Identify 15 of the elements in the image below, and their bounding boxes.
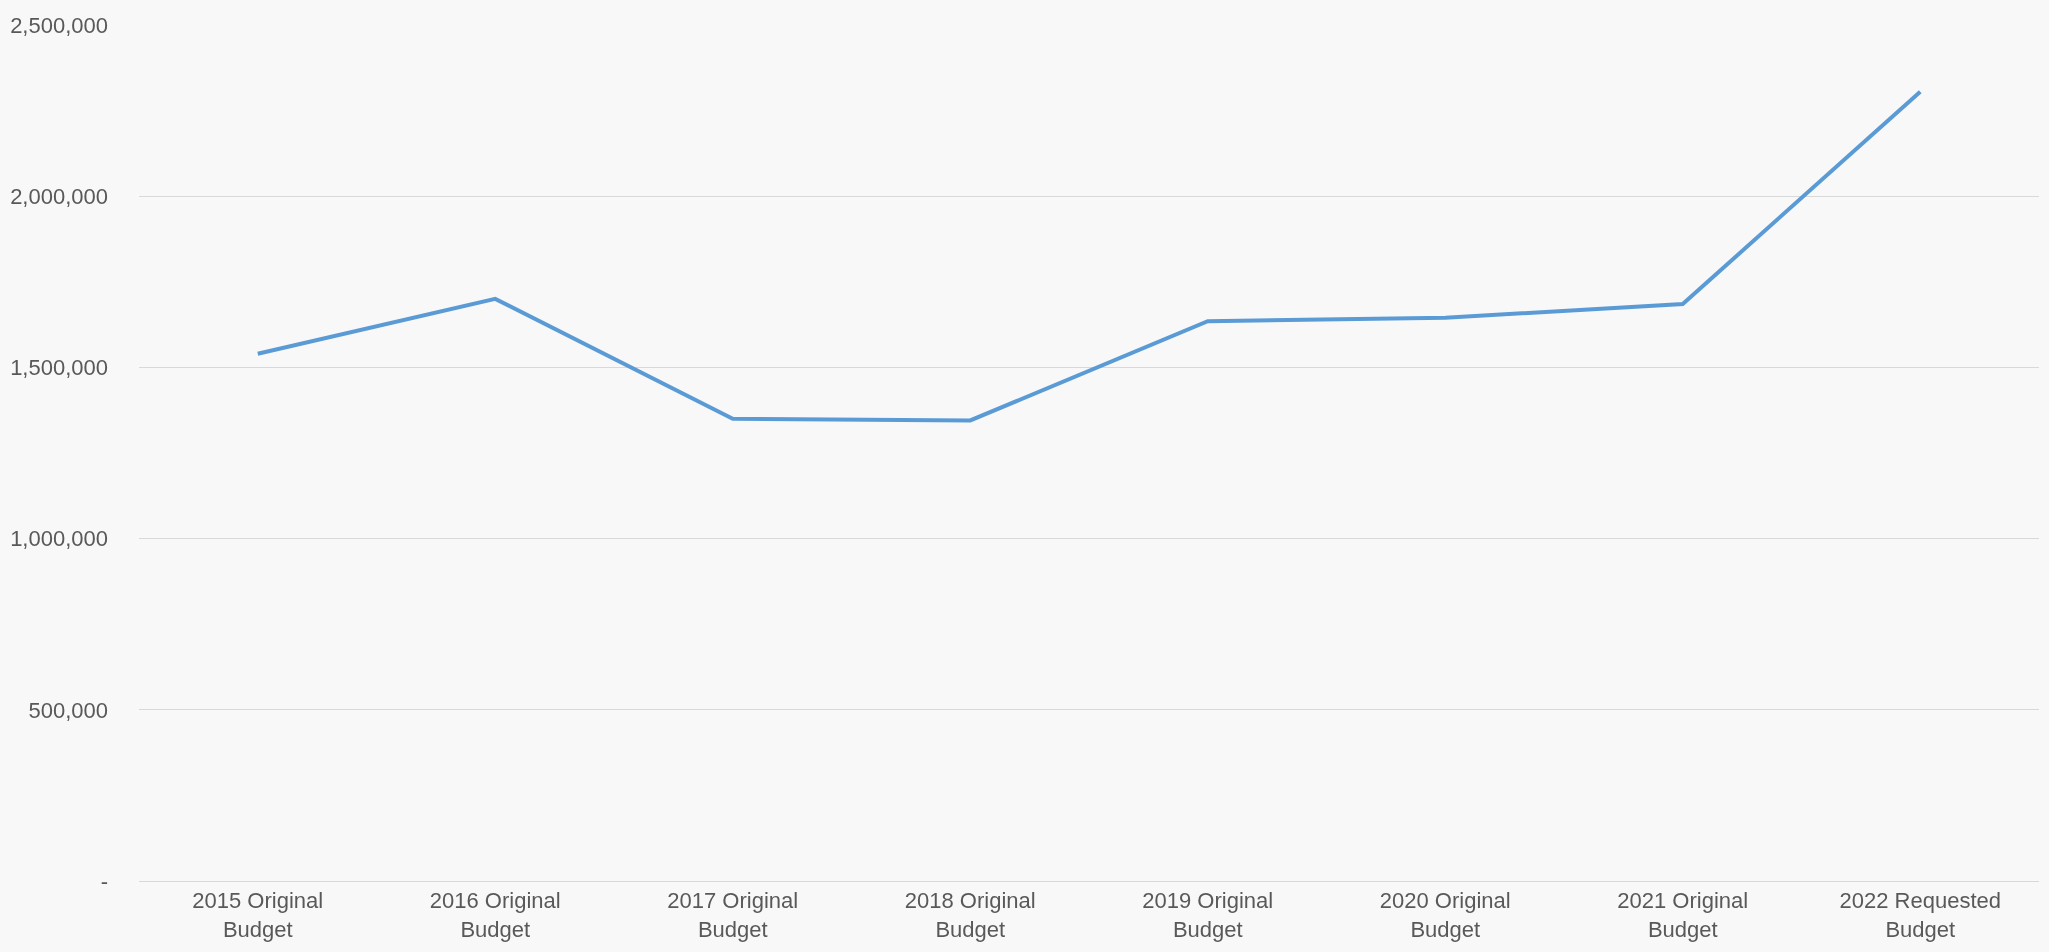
x-tick-label: 2018 Original Budget — [904, 888, 1036, 942]
y-tick-label: 1,500,000 — [10, 355, 108, 381]
x-tick-label: 2021 Original Budget — [1617, 888, 1749, 942]
y-tick-label: 2,500,000 — [10, 12, 108, 38]
y-tick-label: - — [100, 868, 108, 894]
x-tick-label: 2022 Requested Budget — [1839, 888, 2001, 942]
x-tick-label: 2019 Original Budget — [1142, 888, 1274, 942]
x-tick-label: 2017 Original Budget — [667, 888, 799, 942]
x-tick-label: 2015 Original Budget — [192, 888, 324, 942]
y-tick-label: 1,000,000 — [10, 526, 108, 552]
y-tick-label: 500,000 — [28, 697, 108, 723]
x-tick-label: 2016 Original Budget — [429, 888, 561, 942]
y-tick-label: 2,000,000 — [10, 183, 108, 209]
x-tick-label: 2020 Original Budget — [1379, 888, 1511, 942]
line-series — [255, 89, 1923, 423]
